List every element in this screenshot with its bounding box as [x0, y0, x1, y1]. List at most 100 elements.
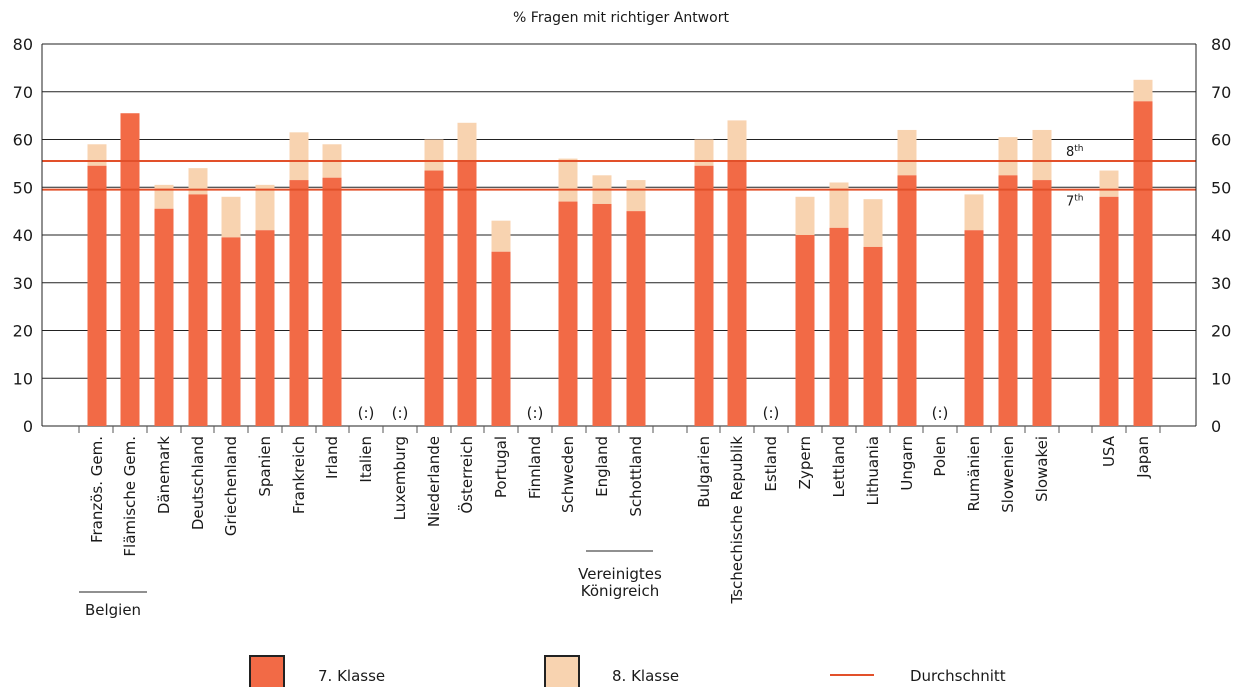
- category-label-griechenland: Griechenland: [222, 436, 240, 536]
- bar-7-klasse-spanien: [256, 230, 275, 426]
- y-tick-label-left-0: 0: [23, 417, 33, 436]
- category-label-estland: Estland: [762, 436, 780, 492]
- y-tick-label-right-70: 70: [1211, 83, 1231, 102]
- bar-7-klasse-slowakei: [1033, 180, 1052, 426]
- reference-line-layer: 8th 7th: [42, 144, 1196, 210]
- bar-8-klasse-slowenien: [999, 137, 1018, 175]
- y-tick-label-left-60: 60: [13, 131, 33, 150]
- y-tick-label-right-30: 30: [1211, 274, 1231, 293]
- category-label-luxemburg: Luxemburg: [391, 436, 409, 520]
- bar-8-klasse-franzos-gem: [88, 144, 107, 165]
- bar-7-klasse-frankreich: [290, 180, 309, 426]
- bar-8-klasse-portugal: [492, 221, 511, 252]
- y-tick-label-right-10: 10: [1211, 369, 1231, 388]
- bar-7-klasse-deutschland: [189, 194, 208, 426]
- bar-7-klasse-tschechische-republik: [728, 161, 747, 426]
- bar-8-klasse-japan: [1134, 80, 1153, 101]
- category-label-polen: Polen: [931, 436, 949, 477]
- y-tick-label-right-80: 80: [1211, 35, 1231, 54]
- category-label-spanien: Spanien: [256, 436, 274, 497]
- bar-7-klasse-england: [593, 204, 612, 426]
- category-label-portugal: Portugal: [492, 436, 510, 498]
- legend-label-durchschnitt: Durchschnitt: [910, 667, 1006, 685]
- bar-7-klasse-lettland: [830, 228, 849, 426]
- category-label-frankreich: Frankreich: [290, 436, 308, 514]
- category-label-deutschland: Deutschland: [189, 436, 207, 530]
- bar-8-klasse-frankreich: [290, 132, 309, 180]
- legend: 7. Klasse 8. Klasse Durchschnitt: [250, 656, 1006, 687]
- y-tick-label-right-0: 0: [1211, 417, 1221, 436]
- category-label-schottland: Schottland: [627, 436, 645, 517]
- category-label-japan: Japan: [1134, 436, 1152, 479]
- y-tick-label-left-30: 30: [13, 274, 33, 293]
- missing-marker-italien: (:): [358, 404, 375, 422]
- bar-7-klasse-griechenland: [222, 237, 241, 426]
- bar-7-klasse-lithuania: [864, 247, 883, 426]
- bar-7-klasse-niederlande: [425, 171, 444, 426]
- bar-7-klasse-zypern: [796, 235, 815, 426]
- grid-layer: [42, 44, 1196, 426]
- bar-8-klasse-griechenland: [222, 197, 241, 238]
- category-label-ungarn: Ungarn: [898, 436, 916, 491]
- bar-7-klasse-schottland: [627, 211, 646, 426]
- bar-8-klasse-niederlande: [425, 140, 444, 171]
- category-label-lithuania: Lithuania: [864, 436, 882, 505]
- bar-8-klasse-lithuania: [864, 199, 883, 247]
- bar-8-klasse-schottland: [627, 180, 646, 211]
- missing-marker-polen: (:): [932, 404, 949, 422]
- legend-swatch-8-klasse: [545, 656, 579, 687]
- bar-7-klasse-schweden: [559, 202, 578, 426]
- y-tick-label-right-60: 60: [1211, 131, 1231, 150]
- legend-swatch-7-klasse: [250, 656, 284, 687]
- y-tick-label-right-20: 20: [1211, 322, 1231, 341]
- y-tick-label-left-10: 10: [13, 369, 33, 388]
- bar-8-klasse-rumanien: [965, 194, 984, 230]
- bar-7-klasse-danemark: [155, 209, 174, 426]
- missing-marker-finnland: (:): [527, 404, 544, 422]
- category-label-lettland: Lettland: [830, 436, 848, 497]
- category-label-schweden: Schweden: [559, 436, 577, 513]
- category-label-rumanien: Rumänien: [965, 436, 983, 511]
- category-label-danemark: Dänemark: [155, 436, 173, 514]
- reference-line-label-7th: 7th: [1066, 194, 1084, 210]
- y-tick-label-left-80: 80: [13, 35, 33, 54]
- category-label-italien: Italien: [357, 436, 375, 483]
- y-tick-label-right-50: 50: [1211, 178, 1231, 197]
- bar-7-klasse-osterreich: [458, 161, 477, 426]
- bar-8-klasse-danemark: [155, 185, 174, 209]
- group-label-vereinigtes-konigreich: Vereinigtes Königreich: [578, 565, 662, 600]
- bar-7-klasse-ungarn: [898, 175, 917, 426]
- missing-marker-luxemburg: (:): [392, 404, 409, 422]
- category-label-tschechische-republik: Tschechische Republik: [728, 436, 746, 605]
- bar-7-klasse-portugal: [492, 252, 511, 426]
- missing-marker-estland: (:): [763, 404, 780, 422]
- bar-7-klasse-bulgarien: [695, 166, 714, 426]
- y-tick-label-right-40: 40: [1211, 226, 1231, 245]
- category-label-niederlande: Niederlande: [425, 436, 443, 527]
- bar-8-klasse-zypern: [796, 197, 815, 235]
- category-label-franzos-gem: Französ. Gem.: [88, 436, 106, 543]
- y-tick-label-left-50: 50: [13, 178, 33, 197]
- y-tick-label-left-40: 40: [13, 226, 33, 245]
- bar-8-klasse-osterreich: [458, 123, 477, 161]
- category-label-slowakei: Slowakei: [1033, 436, 1051, 502]
- category-label-flamische-gem: Flämische Gem.: [121, 436, 139, 557]
- bar-8-klasse-ungarn: [898, 130, 917, 175]
- group-label-belgien: Belgien: [85, 601, 141, 619]
- y-tick-label-left-20: 20: [13, 322, 33, 341]
- bar-8-klasse-spanien: [256, 185, 275, 230]
- bar-8-klasse-schweden: [559, 159, 578, 202]
- category-label-zypern: Zypern: [796, 436, 814, 489]
- bar-7-klasse-slowenien: [999, 175, 1018, 426]
- reference-line-label-8th: 8th: [1066, 144, 1084, 160]
- category-label-finnland: Finnland: [526, 436, 544, 499]
- bar-layer: [88, 80, 1153, 426]
- legend-label-7-klasse: 7. Klasse: [318, 667, 385, 685]
- y-tick-label-left-70: 70: [13, 83, 33, 102]
- category-label-england: England: [593, 436, 611, 497]
- bar-7-klasse-franzos-gem: [88, 166, 107, 426]
- bar-8-klasse-slowakei: [1033, 130, 1052, 180]
- category-label-irland: Irland: [323, 436, 341, 479]
